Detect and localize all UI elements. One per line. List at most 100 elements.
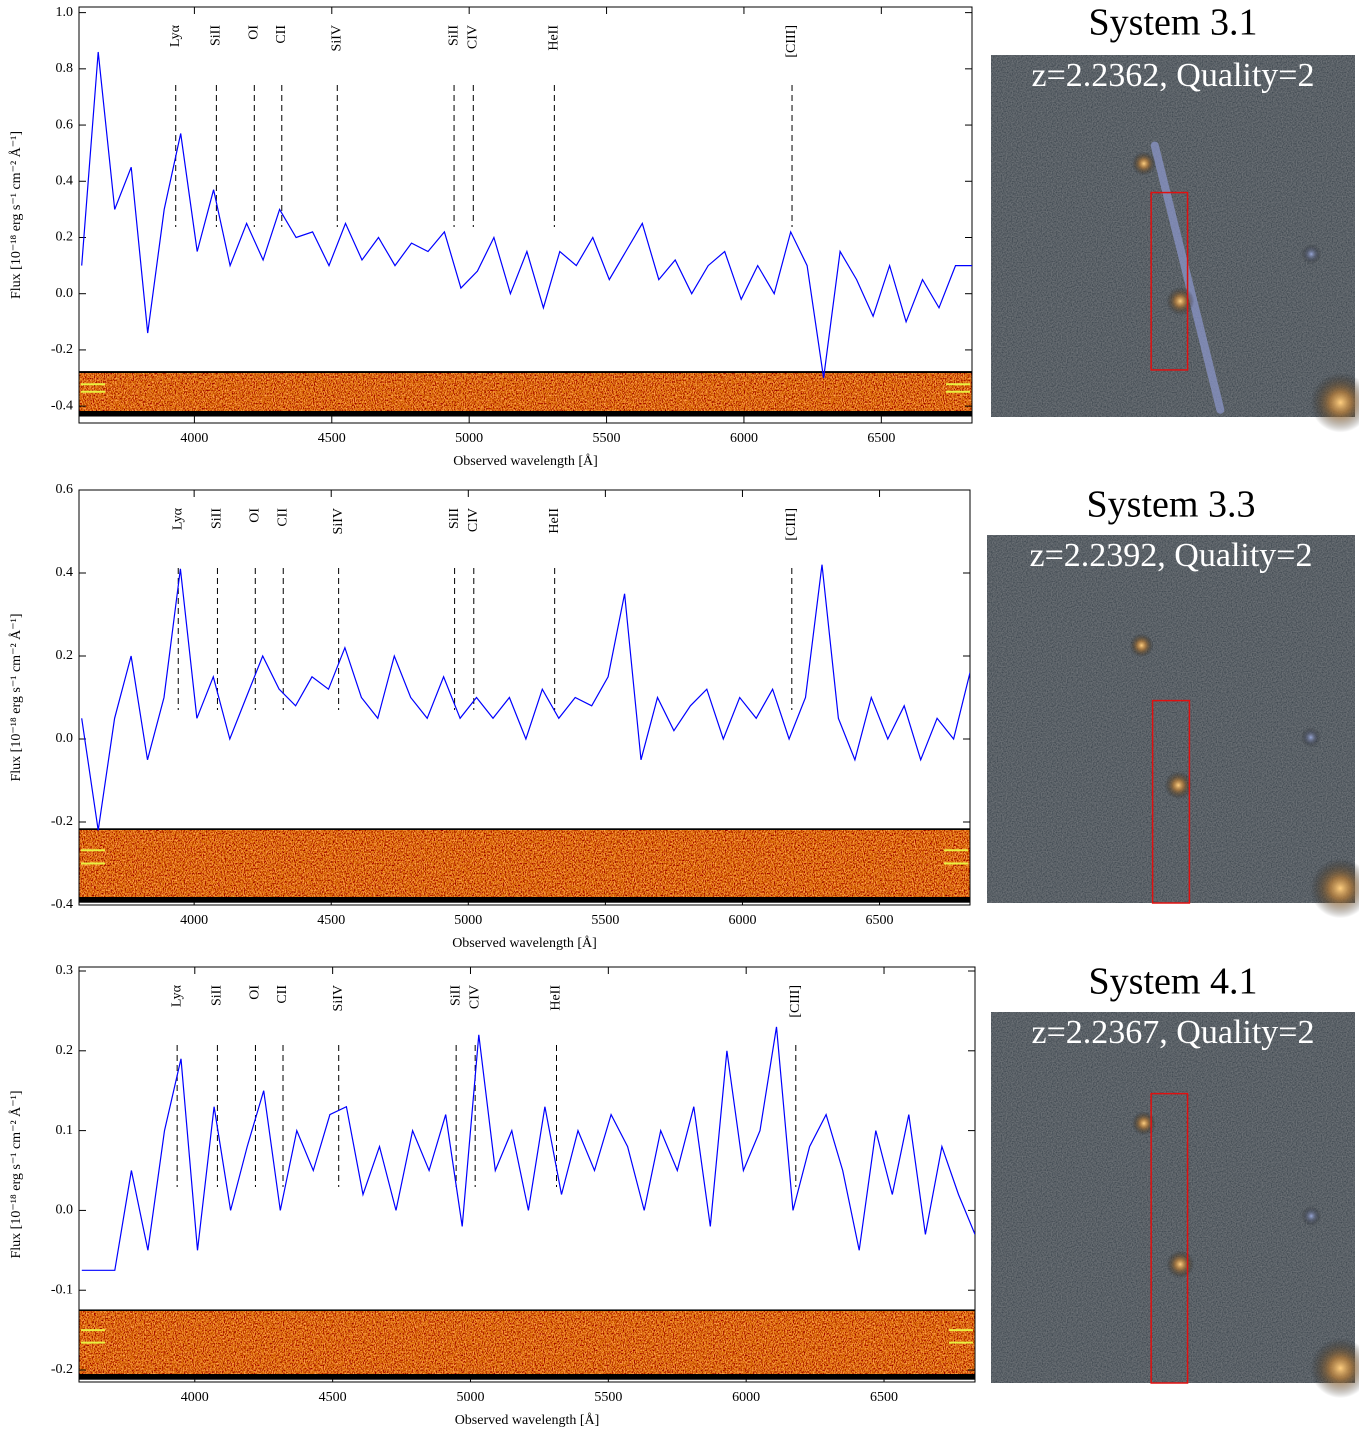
system-title: System 3.1 [1089, 2, 1258, 44]
redshift-label: z=2.2367, Quality=2 [1032, 1014, 1315, 1051]
y-tick-label: -0.2 [51, 1362, 73, 1377]
source [1129, 633, 1154, 658]
line-label: SiII [446, 25, 461, 46]
y-tick-label: 0.2 [56, 1043, 74, 1058]
spectrum-line [81, 564, 970, 831]
line-label: SiII [210, 508, 225, 529]
line-label: SiIV [330, 25, 345, 51]
redshift-label: z=2.2362, Quality=2 [1032, 57, 1315, 94]
source [1300, 727, 1321, 748]
x-tick-label: 5500 [594, 1390, 622, 1405]
y-tick-label: 0.6 [56, 482, 74, 497]
line-label: HeII [547, 508, 562, 534]
x-tick-label: 4500 [318, 431, 346, 446]
line-label: [CIII] [784, 25, 799, 58]
line-label: HeII [549, 985, 564, 1011]
y-tick-label: -0.4 [51, 398, 73, 413]
y-tick-label: -0.4 [51, 897, 73, 912]
line-label: SiIV [331, 508, 346, 534]
line-label: SiII [447, 508, 462, 529]
y-tick-label: 0.4 [56, 565, 74, 580]
line-label: SiIV [331, 985, 346, 1011]
source [1131, 151, 1156, 176]
spectrum-2d [79, 830, 970, 897]
x-tick-label: 5500 [593, 431, 621, 446]
y-tick-label: 0.0 [56, 731, 74, 746]
x-tick-label: 6500 [870, 1390, 898, 1405]
x-tick-label: 5000 [454, 913, 482, 928]
x-tick-label: 4000 [180, 913, 208, 928]
x-tick-label: 6000 [732, 1390, 760, 1405]
x-tick-label: 6000 [730, 431, 758, 446]
x-axis-label: Observed wavelength [Å] [453, 453, 598, 469]
x-axis-label: Observed wavelength [Å] [452, 935, 597, 951]
image-noise [987, 535, 1355, 903]
line-label: CIV [466, 508, 481, 532]
system-title: System 4.1 [1089, 961, 1258, 1003]
line-label: Lyα [168, 24, 183, 47]
spectrum-line [81, 51, 972, 379]
source [1310, 858, 1359, 919]
line-label: SiII [210, 985, 225, 1006]
x-tick-label: 4000 [180, 431, 208, 446]
source [1164, 771, 1193, 800]
line-label: SiII [209, 25, 224, 46]
x-tick-label: 6500 [866, 913, 894, 928]
line-label: CII [274, 25, 289, 44]
y-tick-label: 0.1 [56, 1123, 74, 1138]
x-tick-label: 5000 [455, 431, 483, 446]
y-tick-label: 0.2 [56, 230, 74, 245]
y-tick-label: 0.3 [56, 963, 74, 978]
spectrum-line [81, 1026, 975, 1271]
system-title: System 3.3 [1087, 484, 1256, 526]
plot-frame [78, 6, 973, 424]
y-tick-label: 1.0 [56, 5, 74, 20]
line-label: OI [248, 985, 263, 1000]
line-label: OI [247, 508, 262, 523]
source [1301, 244, 1322, 265]
x-tick-label: 4500 [319, 1390, 347, 1405]
x-axis-label: Observed wavelength [Å] [455, 1412, 600, 1428]
source [1301, 1206, 1322, 1227]
y-tick-label: 0.0 [56, 1203, 74, 1218]
y-tick-label: 0.0 [56, 286, 74, 301]
y-tick-label: 0.4 [56, 173, 74, 188]
slit-box [1150, 191, 1189, 371]
source [1131, 1111, 1156, 1136]
line-label: CII [275, 508, 290, 527]
image-noise [991, 1012, 1355, 1383]
y-tick-label: 0.2 [56, 648, 74, 663]
spectrum-2d [79, 373, 972, 411]
image-noise [991, 55, 1355, 417]
source [1166, 287, 1195, 316]
source [1166, 1250, 1195, 1279]
line-label: HeII [547, 25, 562, 51]
line-label: CIV [467, 985, 482, 1009]
plot-frame [78, 966, 976, 1383]
y-axis-label: Flux [10⁻¹⁸ erg s⁻¹ cm⁻² Å⁻¹] [8, 131, 24, 299]
x-tick-label: 4500 [317, 913, 345, 928]
line-label: Lyα [170, 507, 185, 530]
line-label: CII [275, 985, 290, 1004]
x-tick-label: 6500 [867, 431, 895, 446]
y-tick-label: 0.6 [56, 117, 74, 132]
y-tick-label: 0.8 [56, 61, 74, 76]
y-tick-label: -0.2 [51, 814, 73, 829]
x-tick-label: 5000 [456, 1390, 484, 1405]
line-label: SiII [448, 985, 463, 1006]
slit-box [1150, 1092, 1189, 1384]
redshift-label: z=2.2392, Quality=2 [1030, 537, 1313, 574]
source [1310, 1338, 1359, 1399]
plot-frame [78, 489, 971, 906]
y-axis-label: Flux [10⁻¹⁸ erg s⁻¹ cm⁻² Å⁻¹] [8, 613, 24, 781]
y-axis-label: Flux [10⁻¹⁸ erg s⁻¹ cm⁻² Å⁻¹] [8, 1090, 24, 1258]
x-tick-label: 6000 [728, 913, 756, 928]
line-label: [CIII] [784, 508, 799, 541]
line-label: OI [247, 25, 262, 40]
x-tick-label: 4000 [181, 1390, 209, 1405]
slit-box [1151, 699, 1191, 904]
spectrum-2d [79, 1311, 975, 1374]
source [1310, 372, 1359, 433]
y-tick-label: -0.2 [51, 342, 73, 357]
